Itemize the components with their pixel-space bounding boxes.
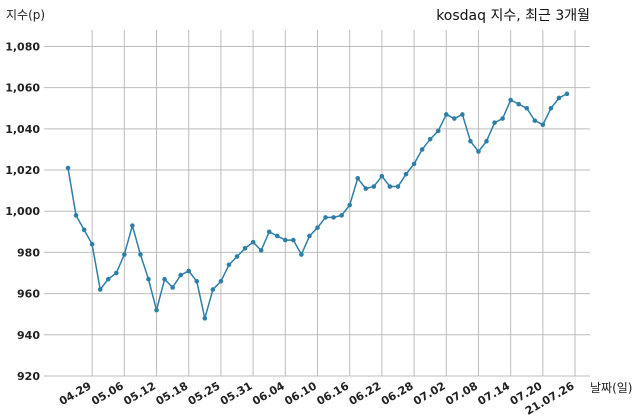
x-tick-label: 06.28 [379, 379, 416, 408]
y-axis-label: 지수(p) [6, 8, 45, 22]
data-point [363, 186, 369, 191]
data-point [452, 116, 457, 121]
data-point [548, 105, 554, 111]
y-tick-label: 1,060 [5, 82, 40, 95]
data-point [194, 278, 200, 284]
x-tick-label: 07.02 [411, 379, 448, 408]
data-point [65, 165, 71, 171]
data-point [516, 101, 522, 107]
data-point [443, 112, 449, 117]
data-point [387, 184, 393, 189]
data-point [178, 272, 183, 278]
data-point [210, 287, 216, 292]
data-point [427, 136, 433, 142]
data-point [347, 202, 352, 208]
data-point [146, 276, 151, 282]
y-tick-label: 940 [17, 329, 40, 342]
x-tick-label: 04.29 [57, 379, 94, 408]
x-tick-label: 07.14 [476, 379, 513, 408]
chart-title: kosdaq 지수, 최근 3개월 [436, 8, 590, 24]
data-point [283, 237, 288, 243]
data-point [299, 252, 304, 257]
data-point [532, 118, 538, 123]
data-point [339, 213, 344, 218]
series [65, 91, 570, 321]
x-tick-label: 06.22 [347, 379, 384, 408]
data-point [500, 116, 505, 121]
data-point [395, 184, 401, 189]
data-point [186, 268, 192, 274]
data-point [266, 229, 272, 235]
data-point [162, 276, 167, 282]
data-point [419, 147, 425, 152]
data-point [73, 213, 79, 218]
data-point [540, 122, 546, 128]
y-tick-label: 960 [17, 288, 40, 301]
data-point [218, 278, 224, 284]
data-point [524, 105, 530, 111]
y-tick-label: 980 [17, 246, 40, 259]
data-point [460, 112, 465, 117]
y-tick-label: 1,080 [5, 40, 40, 53]
y-tick-label: 920 [17, 370, 40, 383]
x-tick-label: 05.06 [89, 379, 126, 408]
data-point [242, 246, 248, 251]
data-point [403, 171, 409, 177]
x-tick-label: 06.16 [315, 379, 352, 408]
data-point [81, 227, 87, 233]
data-point [202, 316, 208, 321]
data-point [122, 252, 127, 257]
x-tick-label: 05.25 [186, 379, 223, 408]
x-tick-label: 05.18 [154, 379, 191, 408]
data-point [484, 138, 489, 144]
x-tick-label: 05.31 [218, 379, 255, 408]
data-point [291, 237, 296, 243]
data-point [355, 175, 361, 181]
data-point [138, 252, 143, 257]
y-tick-label: 1,040 [5, 123, 40, 136]
data-point [234, 254, 240, 259]
data-point [315, 225, 320, 231]
y-tick-label: 1,020 [5, 164, 40, 177]
y-tick-label: 1,000 [5, 205, 40, 218]
y-axis-ticks: 920 940 960 980 1,000 1,020 1,040 1,060 1,080 [5, 40, 40, 383]
data-point [307, 233, 312, 239]
x-tick-label: 05.12 [121, 379, 158, 408]
data-point [105, 276, 111, 282]
grid [44, 30, 590, 377]
x-axis-ticks: 04.2905.0605.1205.1805.2505.3106.0406.10… [57, 379, 577, 418]
data-point [556, 95, 562, 101]
data-point [323, 215, 328, 220]
data-point [476, 149, 481, 154]
data-point [226, 262, 232, 268]
data-point [170, 285, 175, 290]
data-point [508, 97, 513, 103]
data-point [154, 307, 159, 313]
data-point [258, 248, 264, 253]
data-point [492, 120, 497, 125]
data-point [379, 173, 385, 179]
x-axis-label: 날짜(일) [590, 381, 632, 395]
x-tick-label: 06.04 [250, 379, 287, 408]
data-point [130, 223, 135, 228]
data-point [274, 233, 280, 239]
x-tick-label: 07.08 [443, 379, 480, 408]
data-point [250, 239, 256, 245]
data-point [564, 91, 570, 97]
data-point [97, 287, 103, 292]
data-point [468, 138, 473, 144]
data-point [371, 184, 377, 189]
data-point [411, 161, 417, 167]
data-point [435, 128, 441, 134]
x-tick-label: 06.10 [282, 379, 319, 408]
data-point [113, 270, 119, 276]
data-point [89, 241, 95, 247]
data-point [331, 215, 336, 220]
